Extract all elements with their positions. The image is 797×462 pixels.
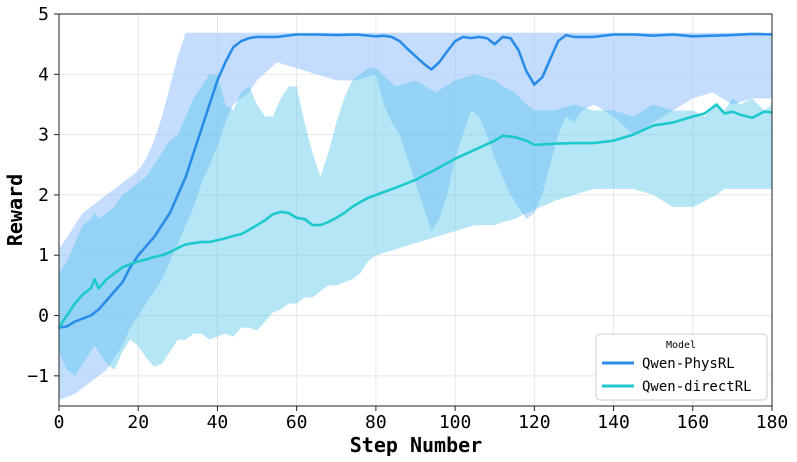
band-qwen-physrl (59, 32, 772, 400)
legend-label-directrl: Qwen-directRL (642, 379, 752, 395)
legend-title: Model (666, 340, 696, 351)
x-tick-label: 0 (54, 412, 65, 433)
legend-box (595, 333, 768, 401)
x-tick-label: 140 (597, 412, 630, 433)
y-tick-label: 5 (38, 4, 49, 25)
x-tick-label: 100 (439, 412, 472, 433)
x-tick-label: 20 (127, 412, 149, 433)
series-lines (57, 32, 773, 329)
x-axis-title: Step Number (350, 433, 482, 457)
y-tick-label: 3 (38, 125, 49, 146)
x-tick-label: 40 (207, 412, 229, 433)
x-tick-label: 180 (756, 412, 789, 433)
line-qwen-physrl (58, 32, 773, 329)
line-qwen-directrl (57, 103, 773, 329)
legend: Model Qwen-PhysRL Qwen-directRL (595, 333, 768, 401)
plot-frame (58, 13, 773, 407)
x-tick-label: 120 (518, 412, 551, 433)
band-qwen-directrl (59, 68, 772, 376)
x-tick-label: 60 (286, 412, 308, 433)
y-axis-title: Reward (3, 174, 27, 246)
y-tick-label: 4 (38, 64, 49, 85)
confidence-bands (59, 32, 772, 400)
y-tick-label: 1 (38, 245, 49, 266)
y-tick-label: 2 (38, 185, 49, 206)
axis-ticks: 0 20 40 60 80 100 120 140 160 180 −1 0 1 2 3 4 5 (27, 4, 788, 433)
x-tick-label: 160 (677, 412, 710, 433)
y-tick-label: −1 (27, 366, 49, 387)
y-tick-label: 0 (38, 306, 49, 327)
legend-label-physrl: Qwen-PhysRL (642, 356, 735, 372)
x-tick-label: 80 (365, 412, 387, 433)
